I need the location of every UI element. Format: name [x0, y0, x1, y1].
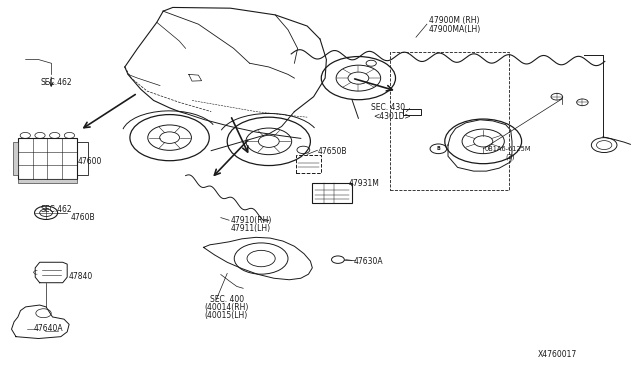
Bar	[403, 109, 421, 115]
Bar	[296, 155, 321, 173]
Text: 47900M (RH): 47900M (RH)	[429, 16, 479, 25]
Text: 47600: 47600	[78, 157, 102, 166]
Text: 47840: 47840	[69, 272, 93, 280]
Text: 47630A: 47630A	[353, 257, 383, 266]
Text: (40014(RH): (40014(RH)	[205, 303, 249, 312]
Bar	[390, 52, 509, 190]
Text: 4760B: 4760B	[70, 213, 95, 222]
Text: 47650B: 47650B	[318, 147, 348, 156]
Text: 47900MA(LH): 47900MA(LH)	[429, 25, 481, 34]
Text: 47640A: 47640A	[33, 324, 63, 333]
Text: (2): (2)	[506, 154, 515, 160]
Bar	[18, 138, 77, 179]
Text: SEC. 430: SEC. 430	[371, 103, 405, 112]
Bar	[77, 142, 88, 175]
Bar	[18, 179, 77, 183]
Bar	[13, 142, 18, 175]
Bar	[312, 183, 352, 203]
Text: X4760017: X4760017	[538, 350, 577, 359]
Text: 0B1A6-6125M: 0B1A6-6125M	[485, 146, 532, 152]
Text: B: B	[436, 146, 440, 151]
Text: 47910(RH): 47910(RH)	[230, 216, 272, 225]
Text: SEC.462: SEC.462	[40, 205, 72, 214]
Text: (40015(LH): (40015(LH)	[205, 311, 248, 320]
Text: 47931M: 47931M	[349, 179, 380, 187]
Text: SEC.462: SEC.462	[40, 78, 72, 87]
Text: <4301D>: <4301D>	[373, 112, 411, 121]
Text: 47911(LH): 47911(LH)	[230, 224, 271, 233]
Text: SEC. 400: SEC. 400	[210, 295, 244, 304]
